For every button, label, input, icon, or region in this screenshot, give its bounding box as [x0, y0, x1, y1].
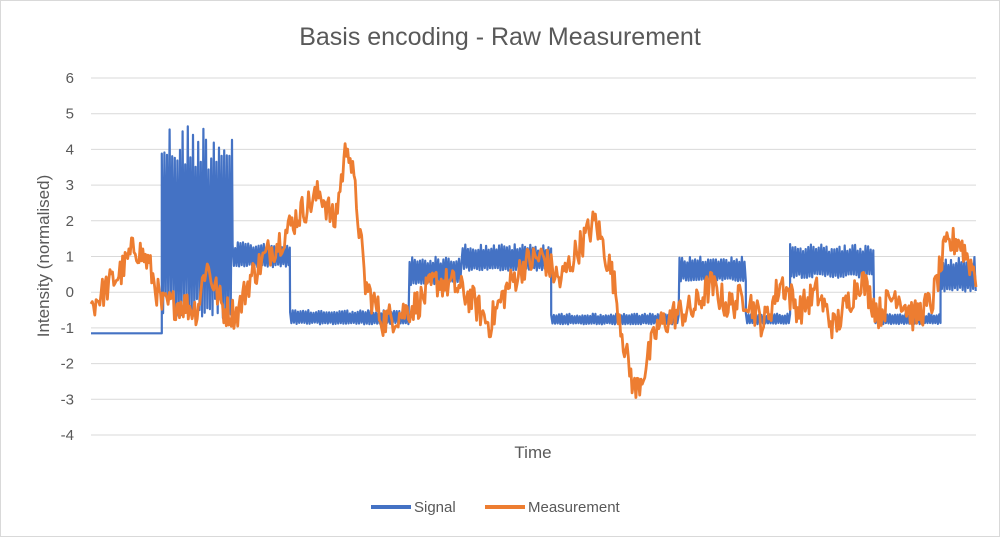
series-lines	[89, 125, 978, 399]
y-tick-label: 6	[66, 70, 74, 87]
y-tick-label: 1	[66, 249, 74, 266]
y-tick-label: 2	[66, 213, 74, 230]
legend-label-signal: Signal	[414, 499, 456, 516]
y-tick-label: 3	[66, 177, 74, 194]
y-tick-label: -4	[61, 427, 74, 444]
legend-label-measurement: Measurement	[528, 499, 621, 516]
chart-title: Basis encoding - Raw Measurement	[299, 23, 701, 51]
y-tick-label: -1	[61, 320, 74, 337]
y-tick-label: 4	[66, 141, 74, 158]
y-axis-label: Intensity (normalised)	[34, 175, 53, 338]
x-axis-label: Time	[514, 443, 551, 462]
series-signal-line	[91, 125, 977, 335]
y-tick-label: 5	[66, 106, 74, 123]
series-measurement-line	[89, 142, 978, 399]
y-tick-label: 0	[66, 284, 74, 301]
y-tick-label: -3	[61, 391, 74, 408]
legend: Signal Measurement	[371, 499, 621, 516]
y-tick-label: -2	[61, 356, 74, 373]
y-axis-ticks: 6 5 4 3 2 1 0 -1 -2 -3 -4	[61, 70, 74, 444]
